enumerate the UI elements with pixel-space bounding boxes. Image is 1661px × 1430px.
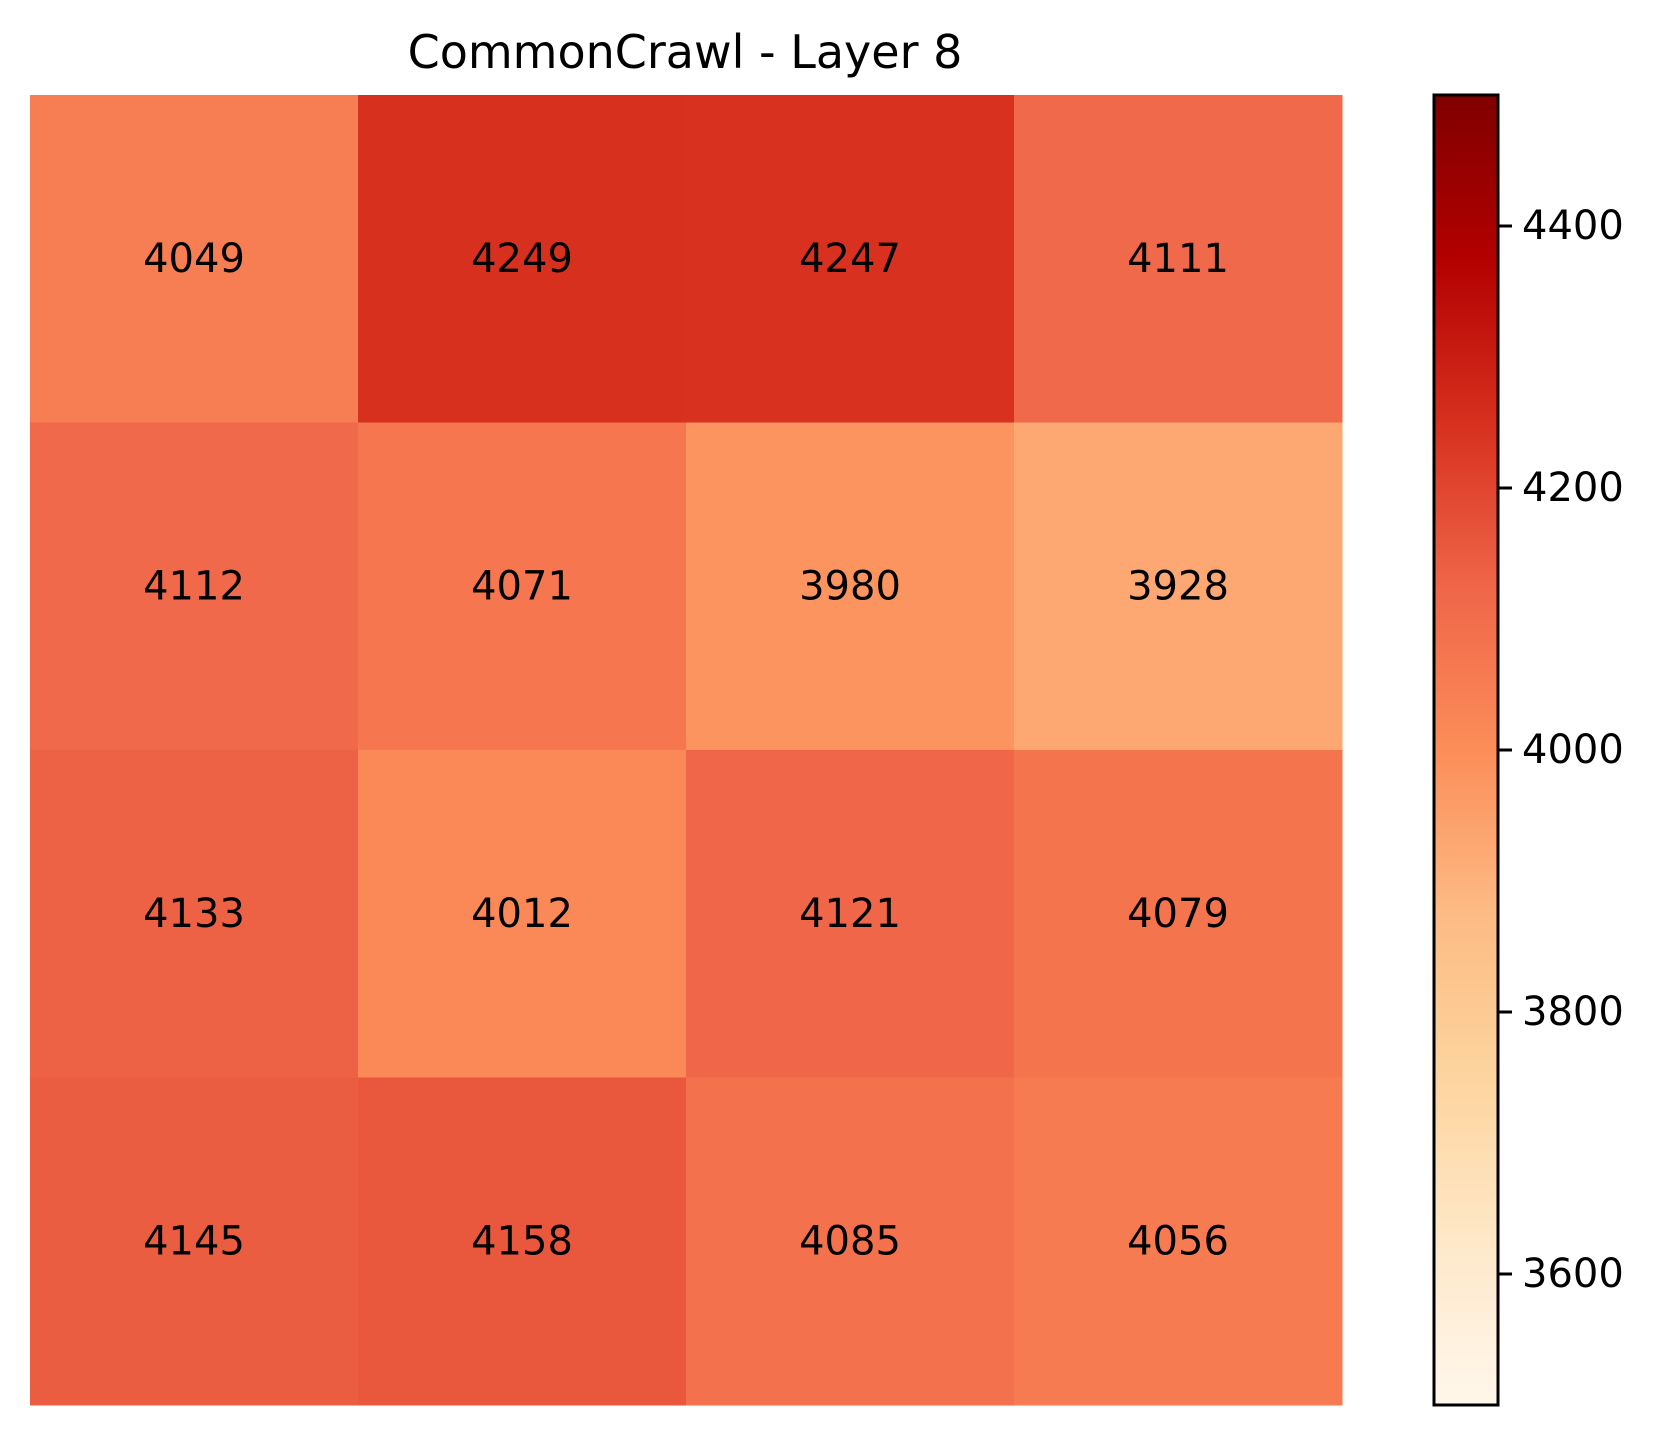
cell-value-label: 4158 (471, 1218, 573, 1264)
cell-value-label: 4012 (471, 891, 573, 937)
heatmap-cells (30, 95, 1343, 1406)
heatmap-cell-r0-c1 (358, 95, 687, 423)
cell-value-label: 4071 (471, 563, 573, 609)
heatmap-cell-r2-c1 (358, 750, 687, 1078)
heatmap-cell-r1-c1 (358, 422, 687, 751)
cell-value-label: 4121 (799, 891, 901, 937)
cell-value-label: 4247 (799, 236, 901, 282)
cell-value-label: 4133 (143, 891, 245, 937)
cell-value-label: 3928 (1127, 563, 1229, 609)
heatmap-cell-r1-c0 (30, 422, 359, 751)
colorbar-tick-label: 4000 (1522, 727, 1624, 773)
colorbar-gradient (1434, 95, 1498, 1405)
cell-value-label: 4085 (799, 1218, 901, 1264)
colorbar: 3600 3800 4000 4200 4400 (1432, 93, 1624, 1407)
heatmap-cell-r2-c2 (686, 750, 1015, 1078)
heatmap-cell-r3-c0 (30, 1077, 359, 1406)
cell-value-label: 4111 (1127, 236, 1229, 282)
colorbar-tick-label: 3800 (1522, 989, 1624, 1035)
colorbar-ticks: 3600 3800 4000 4200 4400 (1498, 203, 1624, 1297)
heatmap-cell-r2-c3 (1014, 750, 1343, 1078)
colorbar-tick-label: 4200 (1522, 465, 1624, 511)
cell-value-label: 3980 (799, 563, 901, 609)
heatmap-cell-r0-c2 (686, 95, 1015, 423)
cell-value-label: 4145 (143, 1218, 245, 1264)
colorbar-tick-label: 4400 (1522, 203, 1624, 249)
heatmap-cell-labels: 4049 4249 4247 4111 4112 4071 3980 3928 4133 4012… (143, 236, 1229, 1265)
heatmap-cell-r3-c3 (1014, 1077, 1343, 1406)
cell-value-label: 4249 (471, 236, 573, 282)
cell-value-label: 4049 (143, 236, 245, 282)
heatmap-cell-r0-c0 (30, 95, 359, 423)
heatmap-cell-r3-c1 (358, 1077, 687, 1406)
chart-title: CommonCrawl - Layer 8 (408, 25, 963, 79)
cell-value-label: 4079 (1127, 891, 1229, 937)
heatmap-cell-r3-c2 (686, 1077, 1015, 1406)
heatmap-cell-r2-c0 (30, 750, 359, 1078)
heatmap-cell-r1-c3 (1014, 422, 1343, 751)
cell-value-label: 4112 (143, 563, 245, 609)
heatmap-cell-r1-c2 (686, 422, 1015, 751)
colorbar-tick-label: 3600 (1522, 1251, 1624, 1297)
cell-value-label: 4056 (1127, 1218, 1229, 1264)
heatmap-cell-r0-c3 (1014, 95, 1343, 423)
